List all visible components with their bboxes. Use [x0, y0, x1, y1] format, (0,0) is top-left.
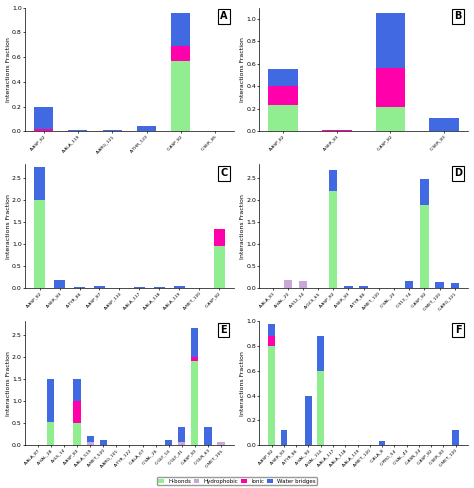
Bar [268, 69, 298, 86]
Bar [174, 286, 185, 288]
Bar [376, 13, 405, 68]
Bar [137, 126, 156, 131]
Bar [405, 281, 413, 288]
Bar [268, 86, 298, 105]
Bar [376, 106, 405, 131]
Bar [281, 430, 287, 445]
Y-axis label: Interactions Fraction: Interactions Fraction [6, 37, 10, 102]
Bar [429, 118, 459, 131]
Bar [214, 229, 225, 246]
Bar [172, 46, 191, 61]
Text: F: F [455, 325, 461, 335]
Bar [73, 423, 81, 445]
Bar [359, 286, 368, 288]
Bar [318, 336, 324, 371]
Y-axis label: Interactions Fraction: Interactions Fraction [6, 194, 10, 259]
Legend: H-bonds, Hydrophobic, Ionic, Water bridges: H-bonds, Hydrophobic, Ionic, Water bridg… [156, 477, 318, 485]
Text: C: C [220, 168, 228, 178]
Bar [74, 287, 85, 288]
Bar [191, 357, 199, 361]
Bar [178, 427, 185, 442]
Bar [268, 324, 275, 336]
Bar [34, 106, 53, 129]
Text: D: D [454, 168, 462, 178]
Bar [318, 371, 324, 445]
Y-axis label: Interactions Fraction: Interactions Fraction [240, 37, 245, 102]
Bar [178, 442, 185, 445]
Bar [379, 441, 385, 445]
Bar [299, 281, 307, 288]
Bar [420, 180, 428, 205]
Bar [204, 427, 211, 445]
Bar [214, 246, 225, 288]
Bar [100, 440, 107, 445]
Bar [94, 285, 105, 288]
Bar [172, 61, 191, 131]
Bar [305, 396, 312, 445]
Y-axis label: Interactions Fraction: Interactions Fraction [240, 351, 245, 416]
Bar [329, 191, 337, 288]
Bar [268, 105, 298, 131]
Text: E: E [220, 325, 227, 335]
Bar [436, 282, 444, 288]
Bar [68, 130, 87, 131]
Bar [103, 130, 122, 131]
Text: A: A [220, 11, 228, 21]
Bar [191, 328, 199, 357]
Bar [34, 167, 45, 200]
Bar [172, 13, 191, 46]
Bar [47, 379, 55, 422]
Bar [452, 430, 459, 445]
Bar [268, 336, 275, 346]
Bar [73, 379, 81, 401]
Bar [47, 422, 55, 445]
Bar [344, 286, 353, 288]
Bar [376, 68, 405, 106]
Y-axis label: Interactions Fraction: Interactions Fraction [240, 194, 245, 259]
Bar [165, 440, 173, 445]
Bar [322, 130, 352, 131]
Bar [154, 287, 165, 288]
Bar [87, 442, 94, 445]
Bar [73, 401, 81, 423]
Bar [191, 361, 199, 445]
Bar [34, 129, 53, 131]
Y-axis label: Interactions Fraction: Interactions Fraction [6, 351, 10, 416]
Bar [451, 283, 459, 288]
Bar [283, 280, 292, 288]
Bar [87, 436, 94, 442]
Text: B: B [454, 11, 462, 21]
Bar [218, 442, 225, 445]
Bar [34, 200, 45, 288]
Bar [54, 280, 65, 288]
Bar [420, 205, 428, 288]
Bar [329, 170, 337, 191]
Bar [268, 346, 275, 445]
Bar [134, 287, 145, 288]
